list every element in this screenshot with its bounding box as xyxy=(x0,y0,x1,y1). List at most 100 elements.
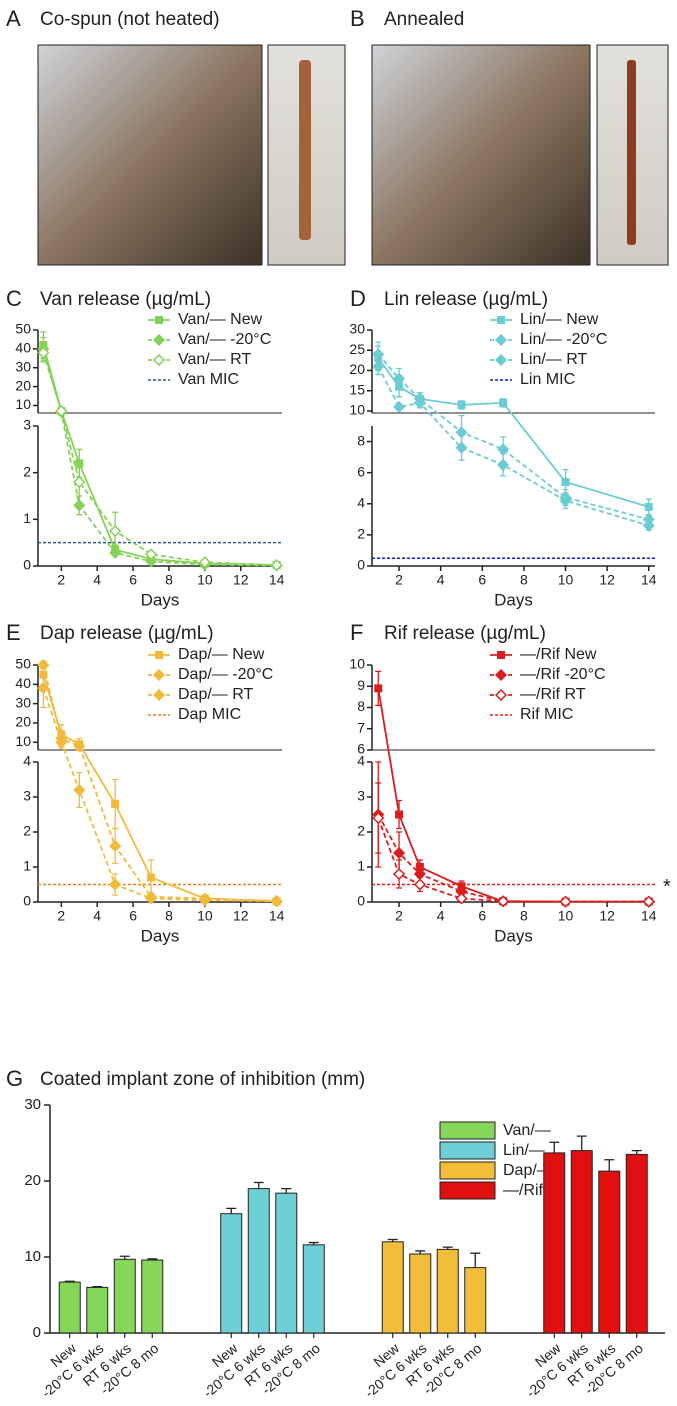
y-tick-label: 6 xyxy=(357,741,365,757)
chart-title: Coated implant zone of inhibition (mm) xyxy=(40,1069,365,1090)
legend-label: Dap MIC xyxy=(178,706,241,723)
marker xyxy=(37,682,50,695)
y-tick-label: 2 xyxy=(357,823,365,839)
y-tick-label: 1 xyxy=(23,510,31,526)
x-tick-label: 4 xyxy=(93,572,101,588)
x-tick-label: 6 xyxy=(478,908,486,924)
bar xyxy=(570,1150,593,1334)
x-tick-label: 8 xyxy=(165,908,173,924)
legend-marker xyxy=(497,316,505,324)
legend-label: Dap/— RT xyxy=(178,686,254,703)
bar xyxy=(598,1170,621,1334)
marker xyxy=(198,892,211,905)
panel-title: Annealed xyxy=(384,9,464,30)
marker xyxy=(497,895,510,908)
x-tick-label: 14 xyxy=(269,572,285,588)
legend-label: Dap/— -20°C xyxy=(178,666,273,683)
error-bar xyxy=(253,1181,264,1189)
y-tick-label: 20 xyxy=(15,714,31,730)
bar xyxy=(436,1248,459,1334)
error-bar xyxy=(576,1135,587,1151)
marker xyxy=(372,348,385,361)
marker xyxy=(392,400,406,413)
legend-marker xyxy=(497,651,505,659)
marker xyxy=(392,846,406,860)
legend-marker xyxy=(152,668,166,682)
marker xyxy=(561,478,570,486)
y-tick-label: 10 xyxy=(24,1248,41,1265)
marker xyxy=(559,895,572,908)
legend-label: Lin MIC xyxy=(520,371,575,388)
panel-letter: E xyxy=(6,620,21,645)
marker xyxy=(457,400,466,409)
y-tick-label: 15 xyxy=(349,381,365,397)
marker xyxy=(73,783,86,797)
y-tick-label: 3 xyxy=(357,788,365,804)
x-tick-label: 12 xyxy=(233,572,249,588)
marker xyxy=(372,811,385,825)
y-tick-label: 3 xyxy=(23,788,31,804)
x-tick-label: 12 xyxy=(599,572,615,588)
y-tick-label: 6 xyxy=(357,463,365,479)
panel-letter: D xyxy=(350,286,366,311)
marker xyxy=(109,546,122,559)
error-bar xyxy=(604,1159,615,1172)
marker xyxy=(55,732,68,745)
bar xyxy=(464,1267,487,1334)
legend-label: Lin/— RT xyxy=(520,351,588,368)
chart-title: Lin release (µg/mL) xyxy=(384,289,548,310)
y-tick-label: 30 xyxy=(15,694,31,710)
y-tick-label: 2 xyxy=(357,526,365,542)
marker xyxy=(144,890,158,903)
y-tick-label: 8 xyxy=(357,698,365,714)
marker xyxy=(559,491,572,504)
error-bar xyxy=(549,1141,560,1153)
legend-swatch xyxy=(439,1121,496,1140)
x-tick-label: 8 xyxy=(520,908,528,924)
x-tick-label: 10 xyxy=(558,908,574,924)
marker xyxy=(147,873,156,882)
y-tick-label: 4 xyxy=(357,753,365,769)
y-tick-label: 0 xyxy=(23,893,31,909)
y-tick-label: 10 xyxy=(15,733,31,749)
marker xyxy=(37,346,50,359)
implant xyxy=(299,60,311,240)
marker xyxy=(198,556,211,569)
marker xyxy=(642,895,655,908)
x-tick-label: 2 xyxy=(395,572,403,588)
x-tick-label: 8 xyxy=(165,572,173,588)
y-tick-label: 9 xyxy=(357,677,365,693)
marker xyxy=(144,555,158,568)
legend-marker xyxy=(494,333,508,347)
x-tick-label: 8 xyxy=(520,572,528,588)
bar xyxy=(141,1259,164,1334)
x-axis-label: Days xyxy=(494,926,533,945)
marker xyxy=(413,392,426,405)
x-tick-label: 14 xyxy=(641,572,657,588)
legend-label: —/Rif New xyxy=(520,646,597,663)
error-bar xyxy=(226,1207,237,1214)
y-tick-label: 0 xyxy=(357,893,365,909)
photo xyxy=(371,44,591,266)
y-tick-label: 3 xyxy=(23,417,31,433)
x-tick-label: 12 xyxy=(233,908,249,924)
marker xyxy=(109,839,122,853)
y-tick-label: 1 xyxy=(23,858,31,874)
x-tick-label: 4 xyxy=(437,908,445,924)
bar xyxy=(58,1281,81,1334)
panel-letter: G xyxy=(6,1066,23,1091)
bar xyxy=(275,1192,298,1334)
y-tick-label: 50 xyxy=(15,656,31,672)
marker xyxy=(111,800,120,808)
bar xyxy=(409,1253,432,1334)
x-tick-label: 6 xyxy=(478,572,486,588)
x-tick-label: 14 xyxy=(641,908,657,924)
legend-marker xyxy=(152,688,166,702)
marker xyxy=(37,658,50,672)
photo xyxy=(37,44,263,266)
series-line xyxy=(377,366,650,527)
bar xyxy=(625,1153,648,1334)
legend-marker xyxy=(152,353,166,367)
bar xyxy=(86,1286,109,1334)
marker xyxy=(395,810,404,819)
